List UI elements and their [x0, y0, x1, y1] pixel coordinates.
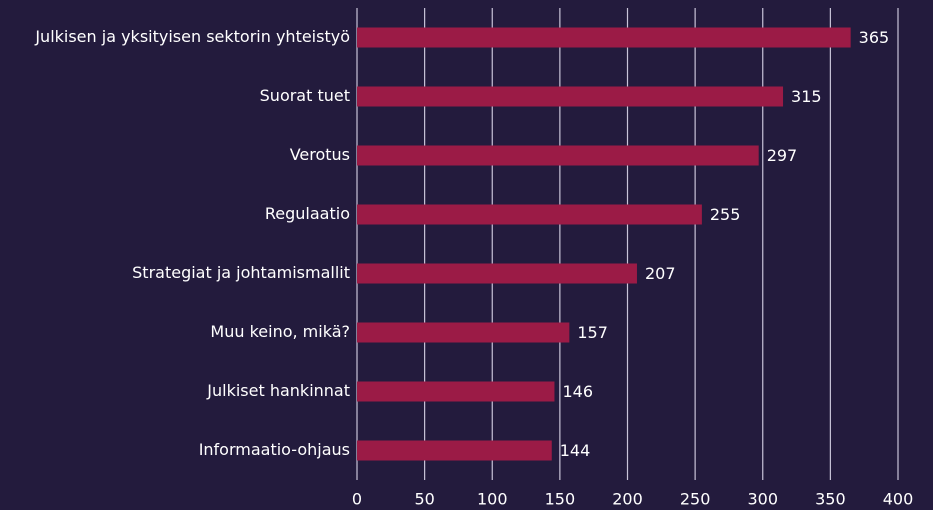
bar: [357, 322, 570, 343]
bar: [357, 263, 637, 284]
data-label: 146: [562, 382, 593, 401]
x-tick-label: 250: [680, 490, 711, 509]
y-tick-label: Informaatio-ohjaus: [199, 440, 350, 459]
data-label: 144: [560, 441, 591, 460]
x-tick-label: 50: [414, 490, 434, 509]
bar: [357, 381, 555, 402]
x-tick-label: 300: [747, 490, 778, 509]
y-tick-label: Verotus: [290, 145, 350, 164]
data-label: 255: [710, 205, 741, 224]
bar: [357, 27, 851, 48]
y-tick-label: Suorat tuet: [260, 86, 350, 105]
y-tick-label: Strategiat ja johtamismallit: [132, 263, 350, 282]
y-tick-label: Muu keino, mikä?: [210, 322, 350, 341]
x-tick-label: 350: [815, 490, 846, 509]
bar: [357, 145, 759, 166]
x-tick-label: 400: [883, 490, 914, 509]
data-label: 365: [859, 28, 890, 47]
bar: [357, 86, 784, 107]
bar: [357, 204, 702, 225]
data-label: 157: [577, 323, 608, 342]
x-tick-label: 200: [612, 490, 643, 509]
x-tick-label: 100: [477, 490, 508, 509]
y-tick-label: Julkisen ja yksityisen sektorin yhteisty…: [34, 27, 350, 46]
data-label: 297: [767, 146, 798, 165]
data-label: 315: [791, 87, 822, 106]
data-label: 207: [645, 264, 676, 283]
y-tick-label: Regulaatio: [265, 204, 350, 223]
bar: [357, 440, 552, 461]
y-tick-label: Julkiset hankinnat: [206, 381, 350, 400]
x-tick-label: 150: [545, 490, 576, 509]
x-tick-label: 0: [352, 490, 362, 509]
